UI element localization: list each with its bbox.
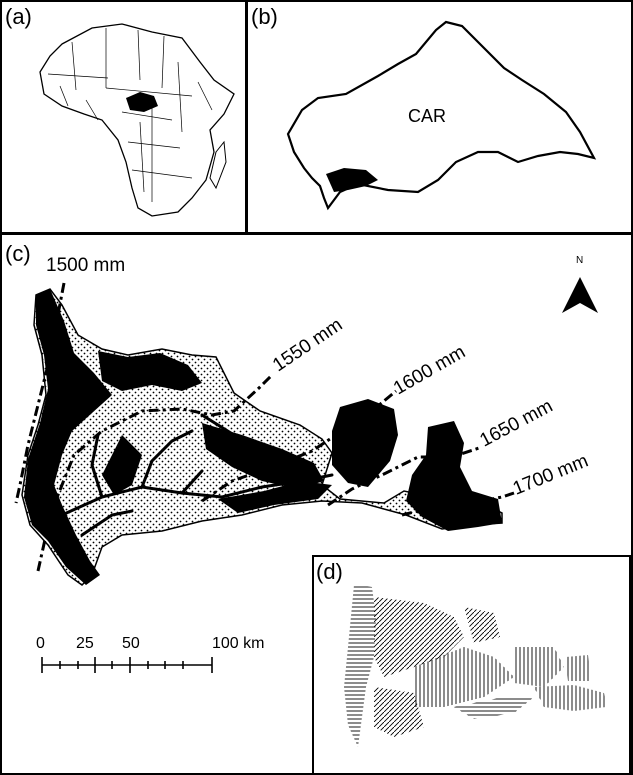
hatched-zones	[344, 585, 606, 747]
car-border	[286, 20, 597, 211]
panel-d-hatched-map: (d)	[312, 555, 631, 775]
north-arrow-icon: N	[562, 255, 598, 313]
isohyet-1550	[36, 373, 274, 572]
isohyets	[14, 282, 515, 572]
madagascar	[209, 140, 227, 190]
isohyet-label-1650: 1650 mm	[476, 396, 556, 452]
africa-coastline	[39, 23, 235, 217]
car-highlight	[126, 92, 158, 112]
scale-tick-50: 50	[122, 635, 140, 652]
car-label: CAR	[408, 106, 446, 126]
forest-patches	[24, 289, 502, 585]
panel-a-label: (a)	[5, 4, 32, 29]
isohyet-1700	[401, 491, 515, 517]
scale-tick-25: 25	[76, 635, 94, 652]
panel-a-africa-map: (a)	[0, 0, 247, 234]
isohyet-1500	[14, 282, 66, 504]
study-area-map: 1500 mm 1550 mm 1600 mm 1650 mm 1700 mm …	[14, 255, 598, 673]
hatched-zones-map	[344, 585, 606, 747]
scale-bar	[41, 657, 213, 673]
panel-b-label: (b)	[251, 4, 278, 29]
panel-d-label: (d)	[316, 559, 343, 584]
isohyet-label-1700: 1700 mm	[510, 450, 591, 499]
africa-country-borders	[47, 28, 213, 202]
study-area-highlight	[326, 168, 378, 192]
car-outline-map: CAR	[286, 20, 597, 211]
scale-tick-100: 100 km	[212, 635, 264, 652]
panel-b-car-map: (b) CAR	[246, 0, 633, 234]
isohyet-1600	[201, 389, 397, 503]
north-label: N	[576, 255, 583, 266]
isohyet-label-1550: 1550 mm	[269, 314, 346, 376]
scale-tick-0: 0	[36, 635, 45, 652]
isohyet-label-1600: 1600 mm	[390, 342, 469, 400]
isohyet-label-1500: 1500 mm	[46, 255, 125, 276]
panel-c-label: (c)	[5, 241, 31, 266]
panel-c-study-area-map: (c)	[0, 233, 633, 775]
isohyet-1650	[327, 445, 483, 507]
africa-outline-map	[39, 23, 235, 217]
